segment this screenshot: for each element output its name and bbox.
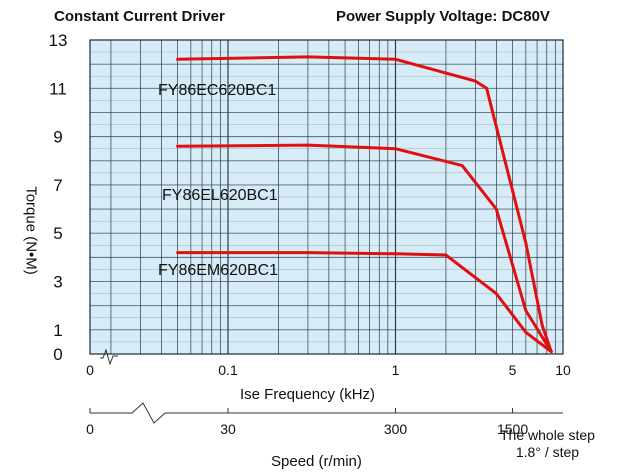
y-tick-label: 13	[49, 31, 68, 50]
y-tick-label: 11	[49, 79, 67, 98]
axis-break-mark	[100, 348, 118, 366]
plot-border	[89, 39, 564, 355]
y-axis-label: Torque (N•M)	[22, 186, 40, 275]
x-tick-label: 0	[86, 362, 94, 378]
chart-title: Constant Current Driver	[54, 8, 225, 25]
speed-tick-label: 300	[384, 421, 408, 437]
y-tick-label: 1	[53, 321, 62, 340]
x-axis-label: Ise Frequency (kHz)	[240, 386, 376, 403]
vertical-grid	[110, 40, 556, 354]
horizontal-grid	[90, 51, 563, 343]
series-label-FY86EC620BC1: FY86EC620BC1	[158, 82, 276, 99]
x-tick-label: 10	[555, 362, 571, 378]
speed-tick-label: 1500	[497, 421, 528, 437]
series-line-FY86EM620BC1	[176, 251, 553, 354]
chart-subtitle: Power Supply Voltage: DC80V	[336, 8, 550, 25]
step-note: The whole step 1.8° / step	[500, 427, 595, 461]
series-line-FY86EC620BC1	[176, 55, 553, 354]
x-tick-label: 0.1	[218, 362, 238, 378]
y-tick-label: 0	[53, 345, 62, 364]
speed-axis-line	[90, 402, 563, 424]
series-line-FY86EL620BC1	[176, 143, 553, 354]
step-note-line1: The whole step	[500, 427, 595, 443]
speed-tick-label: 0	[86, 421, 94, 437]
step-note-line2: 1.8° / step	[515, 444, 580, 460]
x-tick-label: 5	[509, 362, 517, 378]
series-label-FY86EL620BC1: FY86EL620BC1	[162, 187, 278, 204]
y-tick-label: 7	[53, 176, 62, 195]
x-tick-label: 1	[392, 362, 400, 378]
speed-tick-label: 30	[220, 421, 236, 437]
y-tick-label: 3	[53, 273, 62, 292]
series-label-FY86EM620BC1: FY86EM620BC1	[158, 262, 278, 279]
y-tick-label: 9	[53, 128, 62, 147]
y-tick-label: 5	[53, 224, 62, 243]
speed-axis-label: Speed (r/min)	[271, 453, 362, 470]
